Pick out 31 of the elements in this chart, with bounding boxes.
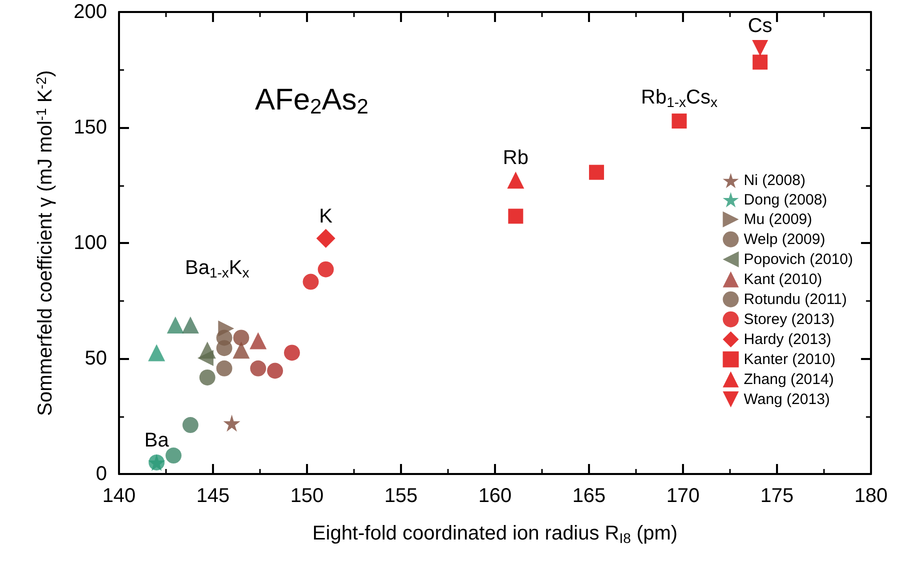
y-tick-label: 100: [74, 232, 107, 254]
legend-label: Kant (2010): [744, 270, 822, 288]
y-tick-label: 200: [74, 1, 107, 23]
legend-label: Wang (2013): [744, 390, 830, 408]
y-axis-title: Sommerfeld coefficient γ (mJ mol-1 K-2): [33, 70, 56, 416]
legend-label: Popovich (2010): [744, 250, 854, 268]
y-tick-label: 150: [74, 116, 107, 138]
x-tick-label: 175: [760, 485, 794, 507]
annotation: Cs: [748, 15, 772, 38]
x-tick-label: 145: [196, 485, 230, 507]
legend-label: Hardy (2013): [744, 330, 832, 348]
legend-label: Storey (2013): [744, 310, 835, 328]
legend-label: Welp (2009): [744, 230, 826, 248]
annotation: Rb: [502, 147, 528, 170]
legend-label: Kanter (2010): [744, 350, 836, 368]
annotation: Ba: [144, 429, 170, 452]
legend-label: Mu (2009): [744, 210, 812, 228]
x-tick-label: 140: [102, 485, 136, 507]
y-tick-label: 50: [84, 348, 107, 370]
annotation: K: [319, 205, 334, 228]
x-tick-label: 155: [384, 485, 418, 507]
x-tick-label: 170: [666, 485, 700, 507]
y-tick-label: 0: [96, 463, 107, 485]
x-tick-label: 180: [854, 485, 888, 507]
x-tick-label: 165: [572, 485, 606, 507]
legend-label: Rotundu (2011): [744, 290, 847, 308]
legend-label: Ni (2008): [744, 172, 806, 190]
legend-label: Zhang (2014): [744, 370, 834, 388]
x-tick-label: 160: [478, 485, 512, 507]
x-tick-label: 150: [290, 485, 324, 507]
legend-label: Dong (2008): [744, 191, 828, 208]
